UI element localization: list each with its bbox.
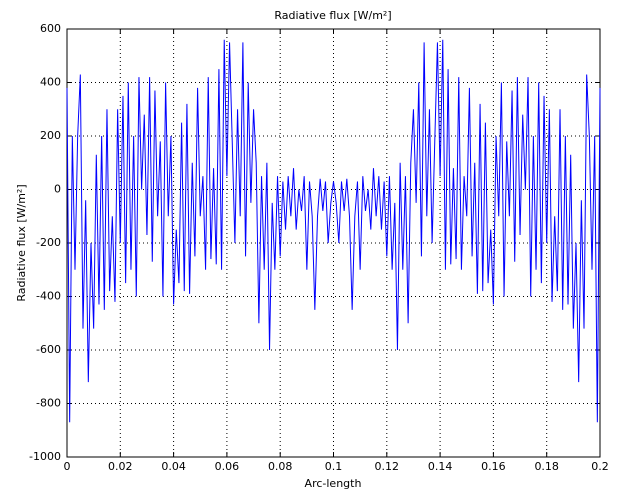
x-tick-label: 0.16	[481, 460, 506, 473]
y-axis-label: Radiative flux [W/m²]	[15, 184, 28, 301]
chart-title: Radiative flux [W/m²]	[274, 9, 391, 22]
x-tick-label: 0.18	[534, 460, 559, 473]
y-tick-label: 200	[40, 129, 61, 142]
y-tick-label: -1000	[29, 450, 61, 463]
data-line	[66, 39, 601, 423]
y-tick-label: 400	[40, 76, 61, 89]
x-tick-label: 0.06	[215, 460, 240, 473]
x-tick-label: 0	[64, 460, 71, 473]
x-tick-label: 0.04	[161, 460, 186, 473]
x-tick-label: 0.12	[375, 460, 400, 473]
y-tick-label: -200	[36, 236, 61, 249]
x-tick-label: 0.08	[268, 460, 293, 473]
plot-frame	[66, 28, 601, 458]
x-tick-label: 0.1	[325, 460, 343, 473]
y-tick-label: -400	[36, 290, 61, 303]
x-tick-label: 0.02	[108, 460, 133, 473]
y-tick-label: -600	[36, 343, 61, 356]
x-tick-label: 0.14	[428, 460, 453, 473]
x-axis-label: Arc-length	[305, 477, 362, 490]
y-tick-label: 0	[54, 183, 61, 196]
y-tick-label: 600	[40, 22, 61, 35]
y-tick-label: -800	[36, 397, 61, 410]
x-tick-label: 0.2	[591, 460, 609, 473]
